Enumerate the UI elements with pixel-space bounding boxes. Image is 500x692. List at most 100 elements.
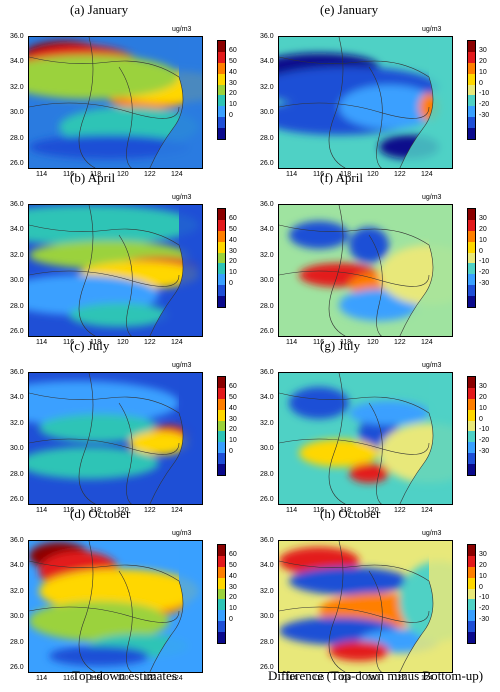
- colorbar-segment: [468, 398, 475, 410]
- colorbar-segment: [218, 219, 225, 231]
- y-tick-label: 34.0: [260, 58, 274, 66]
- x-tick-label: 120: [367, 339, 379, 346]
- colorbar-label: 30: [229, 583, 237, 591]
- colorbar-label: 20: [479, 561, 487, 569]
- y-tick-label: 32.0: [10, 83, 24, 91]
- colorbar-label: 20: [229, 426, 237, 434]
- map-panel: [278, 204, 453, 337]
- x-tick-label: 116: [313, 339, 325, 346]
- concentration-blob: [39, 414, 159, 442]
- colorbar-label: 20: [229, 594, 237, 602]
- boundary-line: [78, 541, 96, 672]
- boundary-line: [78, 373, 96, 504]
- y-tick-label: 32.0: [260, 83, 274, 91]
- sea-area: [149, 541, 202, 672]
- map-panel: [278, 540, 453, 673]
- unit-label: ug/m3: [172, 26, 192, 33]
- boundary-line: [149, 580, 184, 672]
- concentration-blob: [289, 387, 349, 419]
- colorbar-segment: [218, 545, 225, 556]
- sea-area: [399, 373, 452, 504]
- panel-caption: (g) July: [320, 338, 361, 353]
- x-tick-label: 114: [36, 675, 48, 682]
- colorbar-segment: [468, 62, 475, 74]
- x-tick-label: 124: [171, 507, 183, 514]
- y-tick-label: 32.0: [10, 251, 24, 259]
- y-tick-label: 36.0: [10, 369, 24, 376]
- panel-caption: (c) July: [70, 338, 110, 353]
- boundary-line: [328, 541, 346, 672]
- y-tick-label: 34.0: [10, 58, 24, 66]
- boundary-line: [279, 56, 430, 78]
- x-tick-label: 116: [63, 339, 75, 346]
- colorbar-label: 10: [479, 404, 487, 412]
- colorbar-segment: [218, 588, 225, 600]
- colorbar-segment: [468, 219, 475, 231]
- colorbar-label: 50: [229, 393, 237, 401]
- colorbar-label: 30: [479, 382, 487, 390]
- colorbar-segment: [468, 377, 475, 388]
- x-tick-label: 124: [421, 339, 433, 346]
- boundary-line: [29, 56, 180, 78]
- x-tick-label: 114: [286, 171, 298, 178]
- x-tick-label: 122: [394, 171, 406, 178]
- unit-label: ug/m3: [172, 530, 192, 537]
- map-field: [279, 205, 452, 336]
- colorbar-segment: [218, 106, 225, 118]
- colorbar-label: -10: [479, 426, 490, 434]
- colorbar-label: 0: [229, 280, 233, 288]
- boundary-line: [118, 66, 133, 168]
- x-tick-label: 116: [63, 675, 75, 682]
- colorbar-label: 20: [229, 90, 237, 98]
- colorbar-label: 0: [479, 415, 483, 423]
- colorbar-label: 0: [229, 616, 233, 624]
- y-tick-label: 32.0: [260, 419, 274, 427]
- panel-caption: (a) January: [70, 2, 129, 17]
- boundary-line: [118, 570, 133, 672]
- x-tick-label: 114: [286, 675, 298, 682]
- panel-caption: (e) January: [320, 2, 379, 17]
- colorbar-segment: [468, 41, 475, 52]
- y-tick-label: 30.0: [10, 613, 24, 621]
- x-tick-label: 122: [144, 171, 156, 178]
- colorbar: [467, 40, 476, 140]
- x-tick-label: 124: [421, 675, 433, 682]
- colorbar-label: 40: [229, 572, 237, 580]
- y-tick-label: 28.0: [10, 134, 24, 142]
- y-tick-label: 36.0: [260, 537, 274, 544]
- colorbar-segment: [468, 610, 475, 622]
- unit-label: ug/m3: [422, 26, 442, 33]
- map-field: [29, 541, 202, 672]
- x-tick-label: 120: [367, 675, 379, 682]
- y-tick-label: 36.0: [10, 537, 24, 544]
- colorbar-segment: [218, 453, 225, 464]
- colorbar-segment: [468, 285, 475, 296]
- x-tick-label: 120: [117, 171, 129, 178]
- y-tick-label: 26.0: [10, 496, 24, 503]
- colorbar-label: 10: [229, 101, 237, 109]
- colorbar-segment: [218, 285, 225, 296]
- colorbar-label: -30: [479, 448, 490, 456]
- colorbar-segment: [218, 555, 225, 567]
- colorbar-segment: [218, 577, 225, 589]
- colorbar-segment: [218, 73, 225, 85]
- colorbar-label: -30: [479, 616, 490, 624]
- concentration-blob: [299, 439, 379, 467]
- x-tick-label: 118: [90, 675, 102, 682]
- boundary-line: [328, 373, 346, 504]
- colorbar-segment: [468, 555, 475, 567]
- concentration-blob: [329, 641, 389, 661]
- colorbar-segment: [218, 128, 225, 139]
- y-tick-label: 28.0: [260, 470, 274, 478]
- colorbar-label: 40: [229, 68, 237, 76]
- x-tick-label: 114: [36, 507, 48, 514]
- concentration-blob: [29, 135, 189, 159]
- colorbar-label: -30: [479, 112, 490, 120]
- boundary-line: [29, 392, 180, 414]
- colorbar-segment: [468, 442, 475, 454]
- colorbar: [217, 208, 226, 308]
- y-tick-label: 36.0: [10, 33, 24, 40]
- y-tick-label: 26.0: [10, 160, 24, 167]
- map-panel: [278, 36, 453, 169]
- colorbar-segment: [468, 117, 475, 128]
